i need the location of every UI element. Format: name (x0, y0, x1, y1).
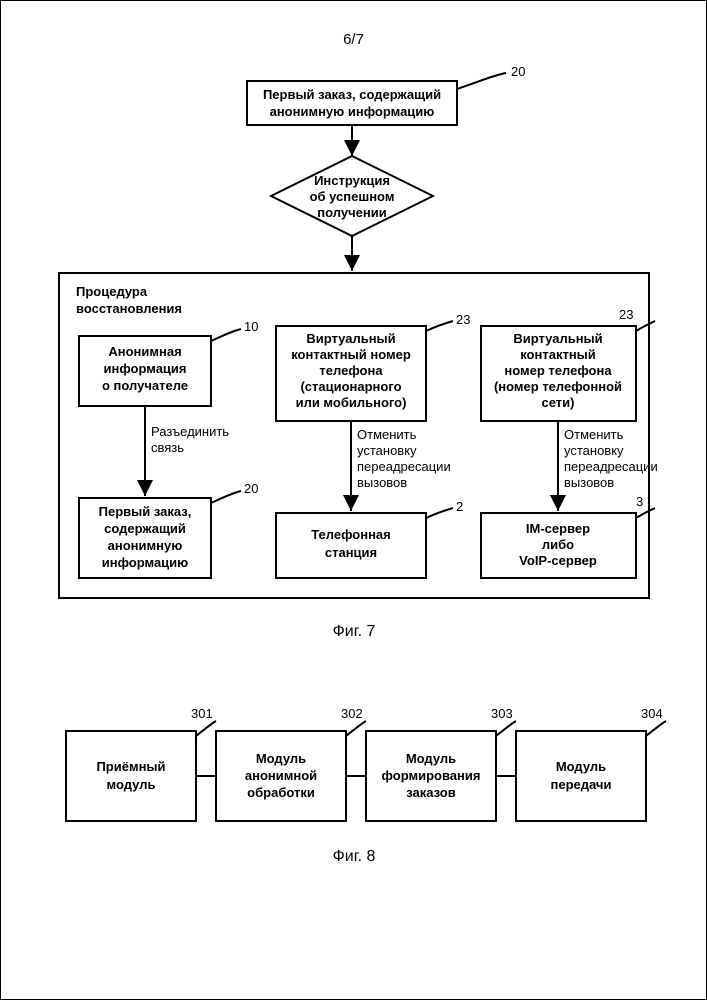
fig8-group: Приёмный модуль 301 Модуль анонимной обр… (66, 706, 666, 821)
figures-svg: Первый заказ, содержащий анонимную инфор… (1, 41, 707, 1001)
c3e-l4: вызовов (564, 475, 614, 490)
c3e-l1: Отменить (564, 427, 624, 442)
fig8-box-1 (66, 731, 196, 821)
c3u-l4: (номер телефонной (494, 379, 622, 394)
b1-ref: 301 (191, 706, 213, 721)
page: 6/7 Первый заказ, содержащий анонимную и… (0, 0, 707, 1000)
c1l-l4: информацию (102, 555, 189, 570)
c3e-l2: установку (564, 443, 624, 458)
c3u-l1: Виртуальный (513, 331, 602, 346)
b4-ref: 304 (641, 706, 663, 721)
c2e-l1: Отменить (357, 427, 417, 442)
b3-l1: Модуль (406, 751, 456, 766)
c3l-l3: VoIP-сервер (519, 553, 597, 568)
c1l-l1: Первый заказ, (99, 504, 192, 519)
b4-l2: передачи (551, 777, 612, 792)
c3u-ref: 23 (619, 307, 633, 322)
b4-l1: Модуль (556, 759, 606, 774)
c2e-l2: установку (357, 443, 417, 458)
c2u-l4: (стационарного (300, 379, 401, 394)
c3l-l1: IM-сервер (526, 521, 590, 536)
c3u-l3: номер телефона (504, 363, 612, 378)
c3e-l3: переадресации (564, 459, 658, 474)
b2-ref-line (346, 721, 366, 736)
c3l-l2: либо (542, 537, 574, 552)
fig7-top-ref: 20 (511, 64, 525, 79)
b3-ref: 303 (491, 706, 513, 721)
c3u-l2: контактный (520, 347, 596, 362)
c1u-l1: Анонимная (108, 344, 181, 359)
c1e-l1: Разъединить (151, 424, 229, 439)
c2l-ref: 2 (456, 499, 463, 514)
c2u-l3: телефона (319, 363, 383, 378)
c1u-l3: о получателе (102, 378, 188, 393)
b4-ref-line (646, 721, 666, 736)
c2u-l1: Виртуальный (306, 331, 395, 346)
c1l-ref: 20 (244, 481, 258, 496)
fig7-cont-title1: Процедура (76, 284, 148, 299)
b3-l3: заказов (406, 785, 456, 800)
b1-l2: модуль (107, 777, 156, 792)
c2e-l3: переадресации (357, 459, 451, 474)
b3-l2: формирования (382, 768, 481, 783)
fig7-top-l1: Первый заказ, содержащий (263, 87, 441, 102)
c3l-ref: 3 (636, 494, 643, 509)
b2-l1: Модуль (256, 751, 306, 766)
fig7-top-ref-line (457, 73, 506, 89)
c1e-l2: связь (151, 440, 184, 455)
fig8-box-4 (516, 731, 646, 821)
c2l-l2: станция (325, 545, 377, 560)
fig7-dec-l1: Инструкция (314, 173, 390, 188)
fig7-dec-l3: получении (317, 205, 386, 220)
c3u-l5: сети) (542, 395, 575, 410)
b2-l3: обработки (247, 785, 315, 800)
fig7-caption: Фиг. 7 (333, 623, 376, 640)
b3-ref-line (496, 721, 516, 736)
c1l-l3: анонимную (108, 538, 183, 553)
fig8-caption: Фиг. 8 (333, 848, 376, 865)
c2l-l1: Телефонная (311, 527, 391, 542)
c1u-l2: информация (103, 361, 186, 376)
c2u-l5: или мобильного) (296, 395, 407, 410)
fig7-top-l2: анонимную информацию (270, 104, 435, 119)
c2u-l2: контактный номер (291, 347, 411, 362)
c1u-ref: 10 (244, 319, 258, 334)
fig7-dec-l2: об успешном (310, 189, 395, 204)
c2e-l4: вызовов (357, 475, 407, 490)
c1l-l2: содержащий (104, 521, 186, 536)
b2-l2: анонимной (245, 768, 317, 783)
b1-ref-line (196, 721, 216, 736)
b2-ref: 302 (341, 706, 363, 721)
b1-l1: Приёмный (96, 759, 165, 774)
fig7-cont-title2: восстановления (76, 301, 182, 316)
c2u-ref: 23 (456, 312, 470, 327)
